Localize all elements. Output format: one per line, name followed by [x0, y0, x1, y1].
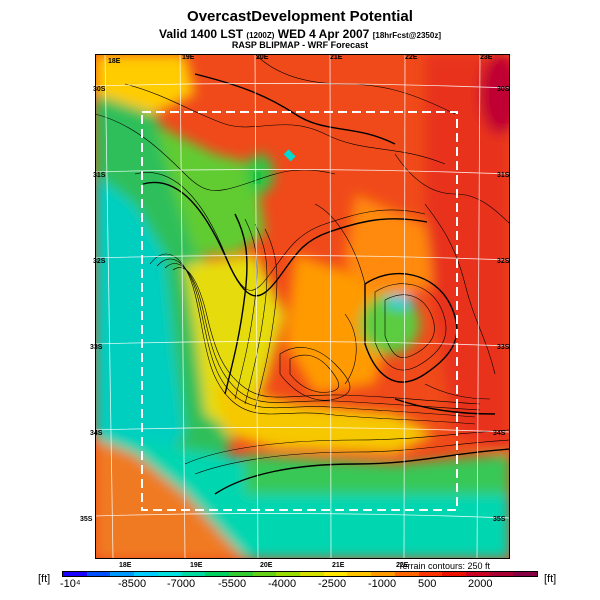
top-axis-label: 20E [256, 54, 269, 61]
field-south-green [245, 454, 510, 494]
terrain-contour-note: Terrain contours: 250 ft [398, 561, 491, 571]
colorbar-label: -8500 [118, 578, 147, 590]
right-axis-label: 31S [497, 172, 510, 179]
field-ocean-orange [95, 439, 245, 559]
forecast-map [95, 54, 510, 559]
colorbar-swatch [228, 572, 253, 576]
right-axis-label: 35S [493, 516, 506, 523]
colorbar-label: -2500 [318, 578, 347, 590]
colorbar-label: -4000 [268, 578, 297, 590]
colorbar-swatch [465, 572, 490, 576]
valid-time: Valid 1400 LST (1200Z) WED 4 Apr 2007 [1… [159, 27, 441, 41]
right-axis-label: 33S [497, 344, 510, 351]
colorbar-label: -7000 [167, 578, 196, 590]
colorbar-label: 2000 [468, 578, 493, 590]
field-east-red [425, 54, 510, 454]
top-axis-label: 22E [405, 54, 418, 61]
right-axis-label: 34S [493, 430, 506, 437]
colorbar-swatch [252, 572, 277, 576]
map-title: OvercastDevelopment Potential [187, 8, 413, 25]
field-west-cyan [95, 174, 185, 474]
colorbar-swatch [418, 572, 443, 576]
colorbar-label: 500 [418, 578, 437, 590]
colorbar-label: -5500 [218, 578, 247, 590]
left-axis-label: 31S [93, 172, 106, 179]
inner-domain-box [141, 111, 458, 511]
bottom-axis-label: 21E [332, 562, 345, 569]
right-axis-label: 32S [497, 258, 510, 265]
field-east-cyan [386, 296, 414, 308]
colorbar-swatch [86, 572, 111, 576]
left-axis-label: 32S [93, 258, 106, 265]
colorbar-swatch [489, 572, 514, 576]
bottom-axis-label: 22E [396, 562, 409, 569]
left-axis-label: 33S [90, 344, 103, 351]
top-axis-label: 19E [182, 54, 195, 61]
colorbar-label: -1000 [368, 578, 397, 590]
colorbar-swatch [181, 572, 206, 576]
right-axis-label: 30S [497, 86, 510, 93]
colorbar-swatch [371, 572, 395, 576]
colorbar-swatch [394, 572, 419, 576]
colorbar-swatch [63, 572, 87, 576]
colorbar-unit-left: [ft] [38, 573, 51, 585]
top-axis-label: 18E [108, 58, 121, 65]
colorbar-label: -10⁴ [60, 578, 81, 590]
field-layers [95, 54, 510, 559]
colorbar-swatch [300, 572, 324, 576]
field-central-green [155, 124, 265, 254]
field-southern-yellow [215, 384, 435, 454]
colorbar-swatch [442, 572, 466, 576]
top-axis-label: 23E [480, 54, 493, 61]
field-ne-darkred [480, 54, 510, 134]
colorbar-swatch [513, 572, 538, 576]
bottom-axis-label: 20E [260, 562, 273, 569]
colorbar [62, 571, 538, 577]
field-north-cyan-spot [283, 149, 296, 162]
left-axis-label: 34S [90, 430, 103, 437]
colorbar-unit-right: [ft] [544, 573, 557, 585]
field-mid-orange [285, 254, 395, 394]
left-axis-label: 35S [80, 516, 93, 523]
colorbar-swatch [276, 572, 301, 576]
source-label: RASP BLIPMAP - WRF Forecast [231, 40, 369, 50]
colorbar-swatch [134, 572, 158, 576]
colorbar-swatch [205, 572, 229, 576]
field-north-yellow [95, 54, 195, 114]
bottom-axis-label: 19E [190, 562, 203, 569]
colorbar-swatch [157, 572, 182, 576]
bottom-axis-label: 18E [119, 562, 132, 569]
latlon-grid [95, 54, 510, 559]
field-north-green-spot [253, 172, 261, 184]
colorbar-swatch [110, 572, 135, 576]
colorbar-swatch [347, 572, 372, 576]
colorbar-swatch [323, 572, 348, 576]
left-axis-label: 30S [93, 86, 106, 93]
top-axis-label: 21E [330, 54, 343, 61]
